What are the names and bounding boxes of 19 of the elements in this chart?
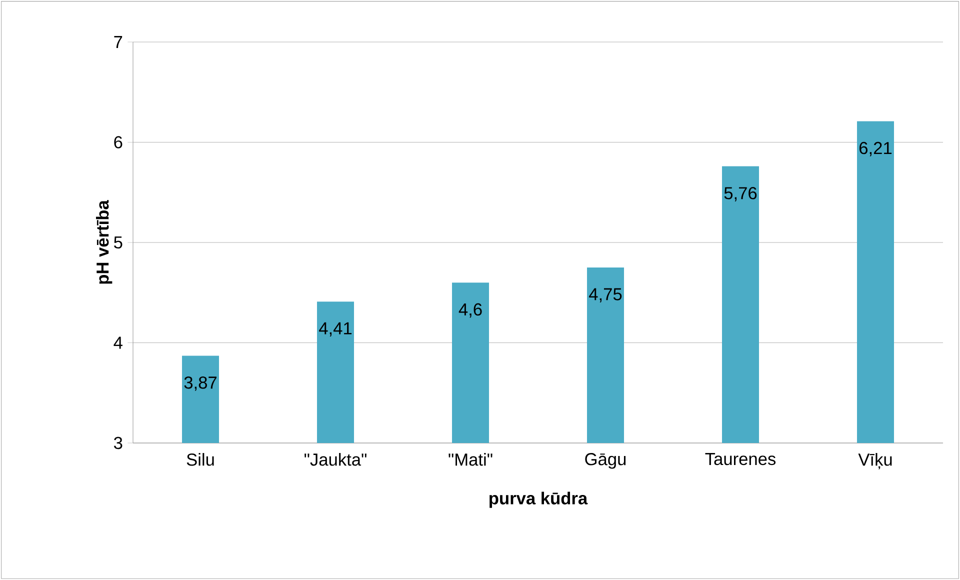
x-tick-label: "Mati" [448, 453, 492, 466]
data-label: 5,76 [724, 187, 757, 202]
y-tick-label: 3 [114, 436, 122, 450]
data-label: 4,75 [589, 288, 622, 302]
x-tick-label: Taurenes [705, 453, 776, 466]
data-label: 4,41 [319, 322, 352, 336]
data-label: 3,87 [184, 376, 216, 391]
data-label: 6,21 [860, 142, 892, 156]
x-tick-label: Vīķu [858, 453, 892, 470]
y-tick-label: 4 [114, 336, 122, 349]
y-tick-label: 7 [114, 36, 122, 48]
x-axis-title: purva kūdra [490, 492, 588, 508]
y-tick-label: 5 [114, 236, 122, 249]
x-tick-label: Gāgu [585, 453, 626, 469]
x-tick-label: Silu [186, 453, 214, 466]
y-tick-label: 6 [114, 136, 122, 148]
x-tick-label: "Jaukta" [304, 453, 366, 466]
y-axis-title: pH vērtība [96, 200, 112, 284]
data-label: 4,6 [458, 303, 482, 318]
